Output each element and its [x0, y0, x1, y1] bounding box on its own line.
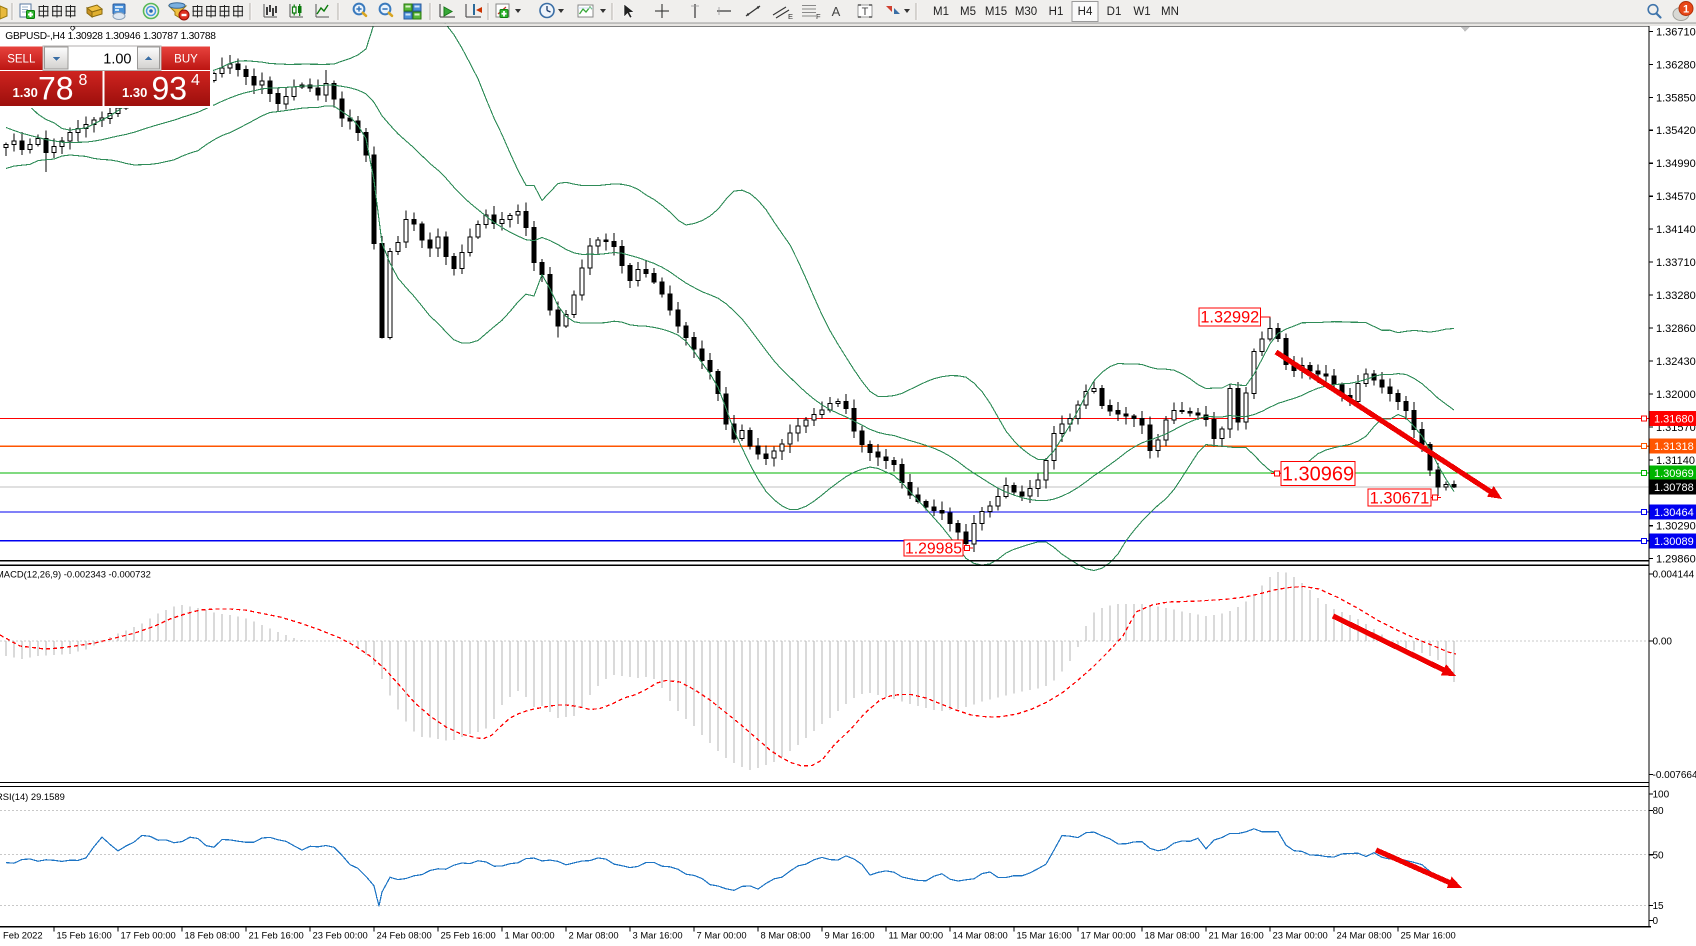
svg-text:23 Feb 00:00: 23 Feb 00:00	[313, 930, 368, 941]
svg-text:E: E	[788, 12, 793, 21]
svg-text:A: A	[832, 4, 841, 19]
svg-text:23 Mar 00:00: 23 Mar 00:00	[1273, 930, 1328, 941]
svg-text:M1: M1	[933, 6, 949, 18]
svg-text:25 Feb 16:00: 25 Feb 16:00	[441, 930, 496, 941]
svg-text:18 Feb 08:00: 18 Feb 08:00	[185, 930, 240, 941]
svg-text:RSI(14) 29.1589: RSI(14) 29.1589	[0, 791, 65, 802]
svg-text:MACD(12,26,9) -0.002343 -0.000: MACD(12,26,9) -0.002343 -0.000732	[0, 569, 151, 580]
svg-text:0: 0	[1653, 916, 1659, 927]
svg-text:50: 50	[1653, 850, 1665, 861]
svg-text:1.30464: 1.30464	[1654, 507, 1694, 519]
svg-text:80: 80	[1653, 806, 1665, 817]
svg-text:T: T	[862, 6, 869, 18]
svg-text:W1: W1	[1133, 6, 1150, 18]
svg-text:15 Feb 16:00: 15 Feb 16:00	[57, 930, 112, 941]
svg-text:24 Mar 08:00: 24 Mar 08:00	[1337, 930, 1392, 941]
svg-text:1.00: 1.00	[103, 52, 131, 68]
svg-text:18 Mar 08:00: 18 Mar 08:00	[1145, 930, 1200, 941]
svg-text:1.33710: 1.33710	[1656, 257, 1696, 269]
svg-text:15: 15	[1653, 901, 1665, 912]
svg-text:11 Mar 00:00: 11 Mar 00:00	[889, 930, 944, 941]
svg-text:1.30: 1.30	[122, 85, 147, 100]
svg-text:MN: MN	[1161, 6, 1179, 18]
svg-text:1.35850: 1.35850	[1656, 92, 1696, 104]
svg-text:1.30969: 1.30969	[1654, 468, 1694, 480]
svg-text:17 Mar 00:00: 17 Mar 00:00	[1081, 930, 1136, 941]
svg-text:1.34570: 1.34570	[1656, 191, 1696, 203]
svg-text:1.32430: 1.32430	[1656, 356, 1696, 368]
svg-text:1.31318: 1.31318	[1654, 441, 1694, 453]
svg-text:21 Feb 16:00: 21 Feb 16:00	[249, 930, 304, 941]
svg-text:0.004144: 0.004144	[1653, 570, 1695, 581]
svg-text:SELL: SELL	[7, 54, 36, 66]
svg-text:1.31140: 1.31140	[1656, 455, 1695, 467]
svg-text:1.29860: 1.29860	[1656, 554, 1696, 566]
svg-text:GBPUSD-,H4 1.30928 1.30946 1.: GBPUSD-,H4 1.30928 1.30946 1.30787 1.307…	[5, 31, 216, 42]
svg-text:1.30788: 1.30788	[1654, 482, 1694, 494]
svg-text:7 Mar 00:00: 7 Mar 00:00	[697, 930, 747, 941]
svg-text:8: 8	[79, 72, 88, 89]
svg-text:2 Mar 08:00: 2 Mar 08:00	[569, 930, 619, 941]
svg-text:1.34990: 1.34990	[1656, 158, 1696, 170]
svg-text:BUY: BUY	[174, 54, 198, 66]
svg-text:93: 93	[152, 71, 188, 107]
svg-text:1.35420: 1.35420	[1656, 125, 1696, 137]
svg-text:F: F	[816, 12, 821, 21]
svg-text:1 Mar 00:00: 1 Mar 00:00	[505, 930, 555, 941]
svg-text:D1: D1	[1107, 6, 1122, 18]
svg-text:M5: M5	[960, 6, 976, 18]
svg-text:25 Mar 16:00: 25 Mar 16:00	[1401, 930, 1456, 941]
svg-text:100: 100	[1653, 790, 1670, 801]
svg-text:24 Feb 08:00: 24 Feb 08:00	[377, 930, 432, 941]
svg-text:H1: H1	[1049, 6, 1064, 18]
svg-text:1.29985: 1.29985	[905, 541, 962, 558]
svg-text:15 Mar 16:00: 15 Mar 16:00	[1017, 930, 1072, 941]
svg-text:1.32860: 1.32860	[1656, 323, 1696, 335]
svg-text:Feb 2022: Feb 2022	[3, 930, 43, 941]
svg-text:8 Mar 08:00: 8 Mar 08:00	[761, 930, 811, 941]
svg-text:1.30: 1.30	[13, 85, 38, 100]
svg-text:H4: H4	[1078, 6, 1093, 18]
svg-text:1.33280: 1.33280	[1656, 290, 1696, 302]
svg-text:1.30089: 1.30089	[1654, 536, 1694, 548]
svg-text:1.34140: 1.34140	[1656, 224, 1696, 236]
svg-text:1.30969: 1.30969	[1282, 464, 1354, 486]
svg-text:14 Mar 08:00: 14 Mar 08:00	[953, 930, 1008, 941]
svg-text:3 Mar 16:00: 3 Mar 16:00	[633, 930, 683, 941]
svg-text:17 Feb 00:00: 17 Feb 00:00	[121, 930, 176, 941]
svg-text:1.30290: 1.30290	[1656, 521, 1696, 533]
svg-text:1.32000: 1.32000	[1656, 389, 1696, 401]
svg-text:4: 4	[191, 72, 200, 89]
svg-text:1: 1	[1683, 4, 1689, 16]
svg-text:9 Mar 16:00: 9 Mar 16:00	[825, 930, 875, 941]
svg-text:0.00: 0.00	[1653, 637, 1673, 648]
svg-text:1.30671: 1.30671	[1370, 489, 1430, 507]
svg-text:M15: M15	[985, 6, 1007, 18]
svg-text:-0.007664: -0.007664	[1653, 770, 1696, 781]
svg-text:M30: M30	[1015, 6, 1037, 18]
svg-text:1.36280: 1.36280	[1656, 59, 1696, 71]
svg-text:1.32992: 1.32992	[1200, 309, 1259, 327]
svg-text:1.31680: 1.31680	[1654, 413, 1694, 425]
svg-text:21 Mar 16:00: 21 Mar 16:00	[1209, 930, 1264, 941]
svg-text:78: 78	[38, 71, 74, 107]
